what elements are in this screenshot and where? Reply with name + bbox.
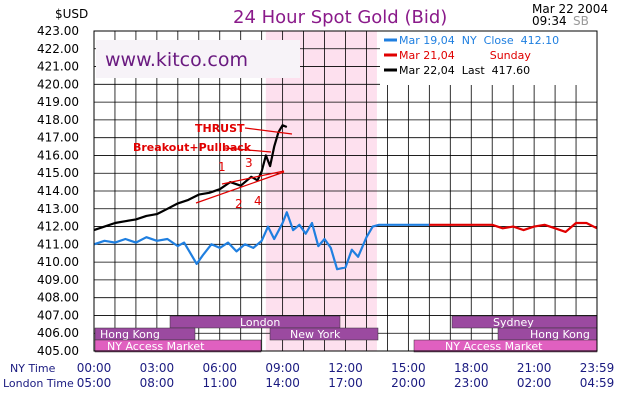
y-tick-label: 418.00 (37, 113, 79, 127)
legend-label: Mar 22,04 Last 417.60 (399, 64, 530, 77)
header-tz: SB (573, 14, 589, 28)
x-tick-london: 14:00 (265, 376, 300, 390)
market-session-bars: London Hong Kong New York Sydney Hong Ko… (94, 315, 598, 353)
y-tick-label: 420.00 (37, 77, 79, 91)
x-tick-ny: 03:00 (140, 361, 175, 375)
plot-border (93, 30, 598, 352)
y-tick-label: 414.00 (37, 184, 79, 198)
y-tick-label: 421.00 (37, 60, 79, 74)
wave-label-4: 4 (254, 194, 262, 208)
y-tick-label: 405.00 (37, 344, 79, 358)
wave-label-2: 2 (235, 197, 243, 211)
x-tick-london: 23:00 (454, 376, 489, 390)
y-tick-label: 407.00 (37, 308, 79, 322)
x-tick-london: 17:00 (328, 376, 363, 390)
watermark-box (96, 40, 300, 78)
annotation-lines (195, 127, 293, 204)
trend-line-upper (221, 170, 285, 185)
header-time: 09:34 (532, 14, 567, 28)
x-tick-london: 08:00 (140, 376, 175, 390)
trend-line-lower (195, 171, 285, 204)
y-tick-label: 413.00 (37, 202, 79, 216)
x-tick-ny: 18:00 (454, 361, 489, 375)
y-tick-label: 416.00 (37, 148, 79, 162)
breakout-annotation: Breakout+Pullback (133, 141, 252, 154)
london-time-row-label: London Time (3, 377, 74, 390)
series-line-3 (93, 124, 288, 232)
y-tick-label: 406.00 (37, 326, 79, 340)
x-tick-london: 11:00 (202, 376, 237, 390)
x-tick-london: 02:00 (517, 376, 552, 390)
chart-title: 24 Hour Spot Gold (Bid) (233, 7, 447, 28)
x-tick-ny: 00:00 (77, 361, 112, 375)
watermark-text: www.kitco.com (105, 49, 248, 71)
legend-label: Mar 19,04 NY Close 412.10 (399, 34, 559, 47)
y-tick-label: 423.00 (37, 24, 79, 38)
session-ny-access2-label: NY Access Market (445, 340, 543, 353)
x-tick-ny: 23:59 (580, 361, 615, 375)
y-tick-label: 417.00 (37, 131, 79, 145)
session-london-label: London (240, 316, 280, 329)
y-tick-label: 410.00 (37, 255, 79, 269)
wave-label-1: 1 (218, 160, 226, 174)
breakout-arrow-line (224, 147, 272, 153)
series-line-2 (429, 221, 598, 233)
wave-label-3: 3 (245, 156, 253, 170)
x-tick-london: 04:59 (580, 376, 615, 390)
legend-label: Mar 21,04 Sunday (399, 49, 531, 62)
thrust-annotation: THRUST (195, 122, 245, 135)
x-tick-ny: 09:00 (265, 361, 300, 375)
x-tick-ny: 15:00 (391, 361, 426, 375)
y-axis-ticks: 423.00 422.00 421.00 420.00 419.00 418.00 417.… (37, 24, 79, 358)
price-series (93, 124, 598, 271)
session-new-york-bar (269, 327, 379, 341)
y-tick-label: 411.00 (37, 237, 79, 251)
session-ny-access1-label: NY Access Market (107, 340, 205, 353)
legend: Mar 19,04 NY Close 412.10 Mar 21,04 Sunda… (384, 34, 559, 77)
y-tick-label: 422.00 (37, 42, 79, 56)
session-new-york-label: New York (290, 328, 341, 341)
x-tick-ny: 06:00 (202, 361, 237, 375)
y-tick-label: 415.00 (37, 166, 79, 180)
x-tick-ny: 12:00 (328, 361, 363, 375)
session-london-bar (169, 315, 341, 329)
series-line-1 (93, 211, 430, 271)
y-unit-label: $USD (55, 7, 88, 21)
thrust-arrow-line (244, 127, 293, 135)
x-tick-ny: 21:00 (517, 361, 552, 375)
session-sydney-label: Sydney (493, 316, 534, 329)
legend-box (380, 31, 597, 85)
x-tick-london: 20:00 (391, 376, 426, 390)
ny-time-row-label: NY Time (10, 362, 56, 375)
session-hong-kong-label: Hong Kong (100, 328, 160, 341)
y-tick-label: 419.00 (37, 95, 79, 109)
header-date: Mar 22 2004 (532, 2, 608, 16)
y-tick-label: 408.00 (37, 291, 79, 305)
y-tick-label: 409.00 (37, 273, 79, 287)
session-ny-access1-bar (94, 339, 262, 353)
y-tick-label: 412.00 (37, 220, 79, 234)
x-tick-london: 05:00 (77, 376, 112, 390)
session-hong-kong2-label: Hong Kong (530, 328, 590, 341)
